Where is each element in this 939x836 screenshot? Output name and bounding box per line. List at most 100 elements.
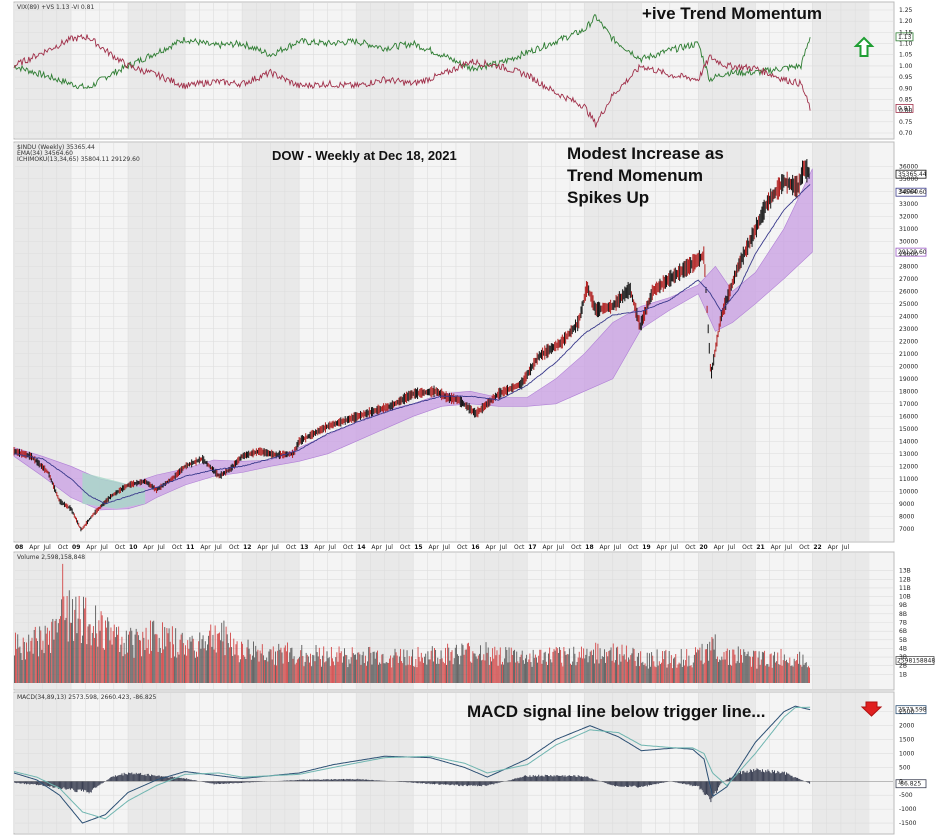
histogram-bar: [809, 781, 811, 784]
histogram-bar: [665, 781, 667, 783]
volume-bar: [50, 652, 52, 683]
volume-bar: [149, 620, 151, 683]
volume-bar: [557, 652, 559, 683]
histogram-bar: [306, 779, 308, 782]
histogram-bar: [623, 781, 625, 787]
volume-bar: [685, 660, 687, 683]
volume-bar: [386, 662, 388, 683]
volume-bar: [341, 662, 343, 683]
volume-bar: [180, 634, 182, 683]
volume-bar: [462, 645, 464, 683]
histogram-bar: [402, 781, 404, 782]
volume-bar: [294, 664, 296, 683]
histogram-bar: [679, 781, 681, 784]
histogram-bar: [538, 774, 540, 782]
volume-bar: [126, 652, 128, 683]
histogram-bar: [512, 779, 514, 782]
volume-bar: [49, 630, 50, 683]
volume-bar: [773, 651, 775, 683]
histogram-bar: [700, 781, 702, 789]
histogram-bar: [374, 780, 376, 782]
volume-bar: [552, 651, 554, 683]
histogram-bar: [211, 781, 213, 784]
volume-bar: [577, 657, 579, 683]
volume-bar: [757, 657, 759, 683]
volume-bar: [142, 631, 144, 683]
histogram-bar: [562, 775, 564, 782]
volume-bar: [670, 655, 672, 683]
histogram-bar: [613, 781, 615, 786]
histogram-bar: [780, 772, 782, 782]
volume-bar: [730, 664, 732, 683]
histogram-bar: [719, 781, 721, 786]
series-line: [13, 14, 811, 90]
histogram-bar: [711, 781, 713, 799]
volume-bar: [628, 657, 630, 683]
volume-bar: [164, 627, 166, 683]
volume-bar: [732, 649, 734, 683]
y-tick-label: -1500: [899, 820, 917, 827]
histogram-bar: [117, 775, 119, 782]
volume-bar: [45, 633, 47, 683]
histogram-bar: [477, 781, 479, 786]
y-tick-label: 6B: [899, 628, 907, 635]
volume-bar: [440, 650, 442, 683]
histogram-bar: [548, 776, 550, 782]
histogram-bar: [692, 781, 694, 786]
histogram-bar: [807, 781, 809, 783]
histogram-bar: [95, 781, 97, 788]
volume-bar: [578, 651, 580, 683]
histogram-bar: [362, 779, 364, 782]
volume-bar: [228, 647, 230, 683]
histogram-bar: [233, 781, 235, 784]
last-value-box: [895, 656, 935, 665]
histogram-bar: [212, 781, 214, 784]
histogram-bar: [382, 780, 384, 782]
volume-bar: [488, 664, 490, 683]
histogram-bar: [653, 781, 655, 785]
volume-bar: [39, 626, 41, 683]
volume-bar: [625, 645, 627, 683]
histogram-bar: [111, 776, 113, 782]
histogram-bar: [470, 781, 472, 786]
y-tick-label: 10B: [899, 594, 911, 601]
histogram-bar: [76, 781, 78, 793]
volume-bar: [631, 653, 633, 683]
volume-bar: [755, 650, 757, 683]
volume-bar: [134, 634, 136, 683]
volume-bar: [170, 657, 172, 683]
volume-bar: [527, 662, 529, 683]
histogram-bar: [430, 781, 432, 784]
histogram-bar: [257, 781, 259, 782]
volume-bar: [674, 657, 676, 683]
volume-bar: [767, 664, 769, 683]
histogram-bar: [753, 769, 755, 782]
volume-bar: [737, 646, 739, 683]
x-tick-label: Oct: [457, 544, 468, 551]
volume-bar: [83, 596, 84, 683]
histogram-bar: [424, 781, 426, 784]
volume-bar: [726, 648, 728, 683]
volume-bar: [748, 656, 750, 683]
volume-bar: [712, 638, 714, 683]
volume-bar: [583, 648, 585, 683]
histogram-bar: [204, 781, 206, 783]
x-tick-label: Apr: [86, 544, 97, 551]
volume-bar: [469, 646, 471, 683]
histogram-bar: [654, 781, 656, 785]
histogram-bar: [376, 780, 378, 782]
histogram-bar: [309, 779, 311, 782]
volume-bar: [658, 661, 660, 683]
volume-bar: [187, 640, 189, 683]
volume-bar: [506, 649, 508, 683]
volume-bar: [129, 631, 131, 683]
histogram-bar: [586, 776, 588, 782]
histogram-bar: [684, 781, 686, 784]
volume-bar: [682, 659, 684, 683]
volume-bar: [219, 632, 220, 683]
histogram-bar: [190, 779, 192, 782]
volume-bar: [32, 653, 34, 683]
volume-bar: [742, 662, 744, 683]
last-value-label: 29129.60: [898, 249, 927, 256]
histogram-bar: [330, 779, 332, 782]
